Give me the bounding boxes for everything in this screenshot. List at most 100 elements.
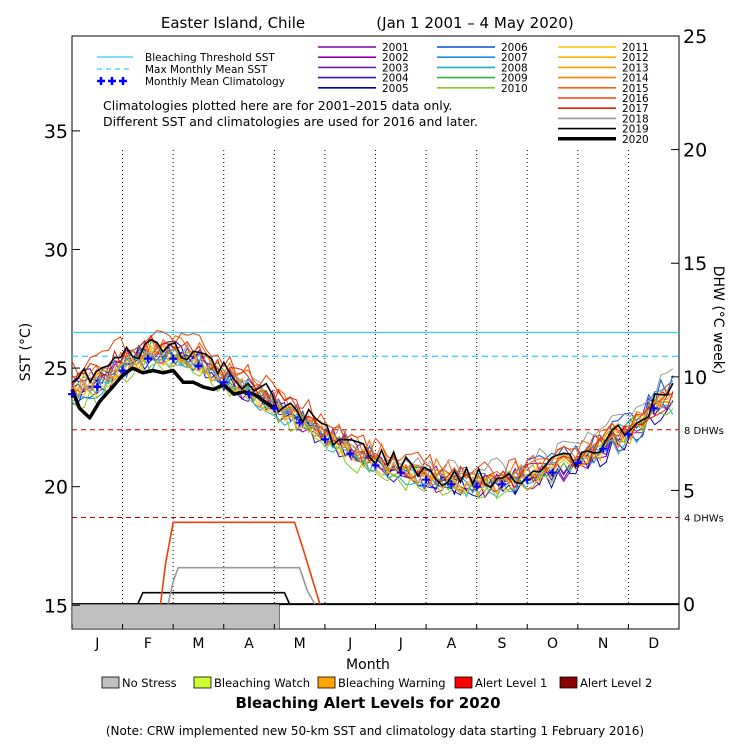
alert-swatch	[101, 676, 120, 689]
axes: 15 20 25 30 35 0 5 10 15 20 25 J F M A M J J A S O N D	[44, 26, 707, 652]
climatology-marker	[245, 390, 254, 399]
y-left-tick-label: 20	[44, 477, 68, 499]
month-gridlines	[122, 150, 629, 605]
alert-legend-title: Bleaching Alert Levels for 2020	[235, 694, 500, 712]
series-2010	[71, 355, 674, 500]
climatology-marker	[599, 444, 608, 453]
legend-line-label: Max Monthly Mean SST	[145, 64, 268, 76]
dhw-series-2016	[159, 521, 321, 605]
climatology-marker	[219, 378, 228, 387]
climatology-marker	[320, 435, 329, 444]
series-2014	[71, 341, 674, 493]
legend-year-label: 2003	[382, 62, 409, 74]
legend-year-label: 2011	[622, 42, 649, 54]
climatology-marker	[194, 361, 203, 370]
note-line-1: Climatologies plotted here are for 2001–…	[103, 98, 452, 113]
climatology-marker	[93, 383, 102, 392]
legend-line-label: Bleaching Threshold SST	[145, 52, 275, 64]
y-right-tick-label: 20	[683, 140, 707, 162]
legend-climatology-swatch	[97, 77, 105, 85]
legend-year-label: 2007	[501, 52, 528, 64]
climatology-marker	[497, 480, 506, 489]
x-tick-label: M	[294, 636, 306, 652]
legend-year-label: 2005	[382, 83, 409, 95]
legend-year-label: 2006	[501, 42, 528, 54]
series-2011	[71, 346, 674, 494]
series-2015	[71, 334, 674, 482]
climatology-marker	[169, 354, 178, 363]
chart-title: Easter Island, Chile	[161, 14, 305, 32]
alert-label: Alert Level 2	[580, 676, 652, 690]
x-tick-label: F	[144, 636, 152, 652]
climatology-marker	[396, 468, 405, 477]
series-2016	[71, 329, 674, 482]
legend-year-label: 2014	[622, 73, 649, 85]
y-axis-left-label: SST (°C)	[18, 323, 34, 381]
climatology-marker	[447, 480, 456, 489]
climatology-marker	[624, 430, 633, 439]
y-right-tick-label: 0	[683, 594, 695, 616]
x-tick-label: D	[648, 636, 659, 652]
climatology-marker	[472, 482, 481, 491]
climatology-marker	[523, 475, 532, 484]
dhw-threshold-label: 4 DHWs	[684, 514, 724, 525]
stress-bar	[71, 603, 280, 630]
legend-climatology-swatch	[108, 77, 116, 85]
legend-year-label: 2002	[382, 52, 409, 64]
alert-swatch	[454, 676, 473, 689]
note-line-2: Different SST and climatologies are used…	[103, 114, 478, 129]
dhw-threshold-label: 8 DHWs	[684, 426, 724, 437]
legend-year-label: 2016	[622, 93, 649, 105]
y-right-tick-label: 25	[683, 26, 707, 48]
alert-swatch	[317, 676, 336, 689]
series-2012	[71, 343, 673, 498]
x-tick-label: M	[192, 636, 204, 652]
series-2020	[70, 366, 276, 420]
y-left-tick-label: 35	[44, 121, 68, 143]
legend-year-label: 2017	[622, 103, 649, 115]
dhw-series-2019	[137, 591, 291, 605]
climatology-marker	[649, 404, 658, 413]
x-tick-label: N	[598, 636, 608, 652]
x-axis-label: Month	[346, 657, 390, 673]
dhw-series	[71, 521, 679, 630]
climatology-marker	[371, 461, 380, 470]
alert-label: Bleaching Warning	[338, 676, 446, 690]
series-2018	[71, 342, 674, 477]
legend-line-label: Monthly Mean Climatology	[145, 76, 285, 88]
series-2019	[71, 338, 674, 489]
legend-year-label: 2012	[622, 52, 649, 64]
legend-year-label: 2013	[622, 62, 649, 74]
alert-label: No Stress	[122, 676, 177, 690]
legend-year-label: 2008	[501, 62, 528, 74]
footnote: (Note: CRW implemented new 50-km SST and…	[106, 724, 644, 738]
climatology-marker	[68, 390, 76, 399]
y-left-tick-label: 30	[44, 239, 68, 261]
legend-year-label: 2009	[501, 73, 528, 85]
y-axis-right-label: DHW (°C week)	[710, 266, 726, 375]
x-tick-label: J	[398, 636, 403, 652]
alert-legend: No Stress Bleaching Watch Bleaching Warnin…	[101, 676, 652, 690]
climatology-markers	[68, 354, 658, 491]
legend-year-label: 2018	[622, 113, 649, 125]
x-tick-label: A	[244, 636, 254, 652]
legend-year-label: 2019	[622, 124, 649, 136]
legend-year-label: 2004	[382, 73, 409, 85]
climatology-marker	[295, 418, 304, 427]
year-series	[70, 329, 674, 500]
alert-label: Alert Level 1	[475, 676, 547, 690]
climatology-marker	[422, 475, 431, 484]
climatology-marker	[118, 366, 127, 375]
series-2017	[71, 334, 674, 490]
x-tick-label: J	[347, 636, 352, 652]
y-right-tick-label: 10	[683, 367, 707, 389]
climatology-marker	[143, 354, 152, 363]
alert-swatch	[559, 676, 578, 689]
legend-year-label: 2015	[622, 83, 649, 95]
series-2013	[71, 344, 674, 491]
series-2006	[71, 345, 674, 487]
legend-year-label: 2010	[501, 83, 528, 95]
legend-climatology-swatch	[119, 77, 127, 85]
